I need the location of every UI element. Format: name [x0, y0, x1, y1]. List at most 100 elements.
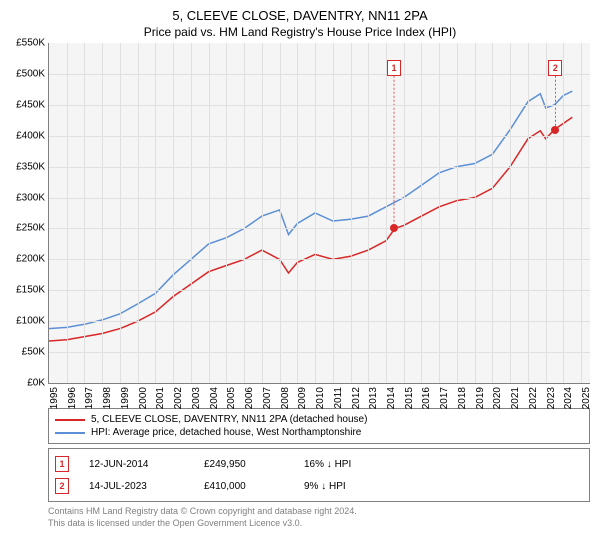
legend-label: HPI: Average price, detached house, West… — [91, 427, 361, 438]
gridline-h — [49, 105, 590, 106]
gridline-v — [244, 43, 245, 383]
x-axis-label: 2002 — [173, 387, 184, 409]
sale-date: 12-JUN-2014 — [89, 459, 184, 470]
gridline-v — [492, 43, 493, 383]
y-axis-label: £300K — [16, 192, 45, 203]
x-axis-label: 2010 — [315, 387, 326, 409]
chart-lines-svg — [49, 43, 590, 383]
gridline-v — [191, 43, 192, 383]
legend-box: 5, CLEEVE CLOSE, DAVENTRY, NN11 2PA (det… — [48, 408, 590, 444]
gridline-v — [155, 43, 156, 383]
gridline-v — [280, 43, 281, 383]
sale-price: £249,950 — [204, 459, 284, 470]
gridline-v — [173, 43, 174, 383]
footer-text: Contains HM Land Registry data © Crown c… — [48, 506, 590, 529]
gridline-v — [333, 43, 334, 383]
gridline-v — [546, 43, 547, 383]
gridline-v — [297, 43, 298, 383]
gridline-v — [581, 43, 582, 383]
gridline-v — [563, 43, 564, 383]
chart-plot-area: £0K£50K£100K£150K£200K£250K£300K£350K£40… — [48, 43, 590, 384]
x-axis-label: 2019 — [475, 387, 486, 409]
sale-price: £410,000 — [204, 481, 284, 492]
x-axis-label: 2012 — [351, 387, 362, 409]
gridline-v — [209, 43, 210, 383]
x-axis-label: 2025 — [581, 387, 592, 409]
y-axis-label: £500K — [16, 68, 45, 79]
gridline-h — [49, 136, 590, 137]
footer-line-2: This data is licensed under the Open Gov… — [48, 518, 590, 530]
sale-diff: 16% ↓ HPI — [304, 459, 394, 470]
y-axis-label: £200K — [16, 254, 45, 265]
gridline-h — [49, 198, 590, 199]
gridline-v — [315, 43, 316, 383]
x-axis-label: 2021 — [510, 387, 521, 409]
gridline-h — [49, 74, 590, 75]
series-hpi — [49, 91, 572, 328]
gridline-v — [368, 43, 369, 383]
x-axis-label: 2022 — [528, 387, 539, 409]
gridline-v — [386, 43, 387, 383]
marker-box-1: 1 — [387, 60, 401, 76]
chart-subtitle: Price paid vs. HM Land Registry's House … — [0, 23, 600, 43]
gridline-v — [510, 43, 511, 383]
gridline-h — [49, 352, 590, 353]
x-axis-label: 1999 — [120, 387, 131, 409]
chart-title: 5, CLEEVE CLOSE, DAVENTRY, NN11 2PA — [0, 0, 600, 23]
gridline-v — [226, 43, 227, 383]
gridline-h — [49, 228, 590, 229]
gridline-v — [138, 43, 139, 383]
legend-label: 5, CLEEVE CLOSE, DAVENTRY, NN11 2PA (det… — [91, 414, 367, 425]
chart-container: 5, CLEEVE CLOSE, DAVENTRY, NN11 2PA Pric… — [0, 0, 600, 560]
y-axis-label: £400K — [16, 130, 45, 141]
sale-date: 14-JUL-2023 — [89, 481, 184, 492]
x-axis-label: 2006 — [244, 387, 255, 409]
x-axis-label: 2017 — [439, 387, 450, 409]
legend-row: HPI: Average price, detached house, West… — [55, 426, 583, 439]
x-axis-label: 2014 — [386, 387, 397, 409]
y-axis-label: £100K — [16, 316, 45, 327]
legend-swatch — [55, 432, 85, 434]
x-axis-label: 2023 — [546, 387, 557, 409]
sale-diff: 9% ↓ HPI — [304, 481, 394, 492]
legend-row: 5, CLEEVE CLOSE, DAVENTRY, NN11 2PA (det… — [55, 413, 583, 426]
gridline-v — [475, 43, 476, 383]
gridline-h — [49, 167, 590, 168]
gridline-v — [421, 43, 422, 383]
marker-box-2: 2 — [548, 60, 562, 76]
x-axis-label: 2008 — [280, 387, 291, 409]
marker-dot-1 — [390, 224, 398, 232]
gridline-v — [457, 43, 458, 383]
marker-dot-2 — [551, 126, 559, 134]
gridline-v — [120, 43, 121, 383]
y-axis-label: £150K — [16, 285, 45, 296]
y-axis-label: £450K — [16, 99, 45, 110]
x-axis-label: 2011 — [333, 387, 344, 409]
gridline-v — [84, 43, 85, 383]
sale-row: 2 14-JUL-2023 £410,000 9% ↓ HPI — [55, 475, 583, 497]
gridline-h — [49, 290, 590, 291]
x-axis-label: 2016 — [421, 387, 432, 409]
x-axis-label: 2001 — [155, 387, 166, 409]
gridline-h — [49, 259, 590, 260]
gridline-v — [404, 43, 405, 383]
x-axis-label: 2009 — [297, 387, 308, 409]
x-axis-label: 2018 — [457, 387, 468, 409]
gridline-v — [528, 43, 529, 383]
sales-table: 1 12-JUN-2014 £249,950 16% ↓ HPI 2 14-JUL-202… — [48, 448, 590, 502]
x-axis-label: 2024 — [563, 387, 574, 409]
legend-swatch — [55, 419, 85, 421]
x-axis-label: 2003 — [191, 387, 202, 409]
x-axis-label: 2015 — [404, 387, 415, 409]
sale-row: 1 12-JUN-2014 £249,950 16% ↓ HPI — [55, 453, 583, 475]
gridline-v — [262, 43, 263, 383]
sale-marker-2: 2 — [55, 478, 69, 494]
sale-marker-1: 1 — [55, 456, 69, 472]
footer-line-1: Contains HM Land Registry data © Crown c… — [48, 506, 590, 518]
x-axis-label: 1998 — [102, 387, 113, 409]
gridline-v — [102, 43, 103, 383]
x-axis-label: 2005 — [226, 387, 237, 409]
gridline-h — [49, 321, 590, 322]
y-axis-label: £250K — [16, 223, 45, 234]
x-axis-label: 2013 — [368, 387, 379, 409]
